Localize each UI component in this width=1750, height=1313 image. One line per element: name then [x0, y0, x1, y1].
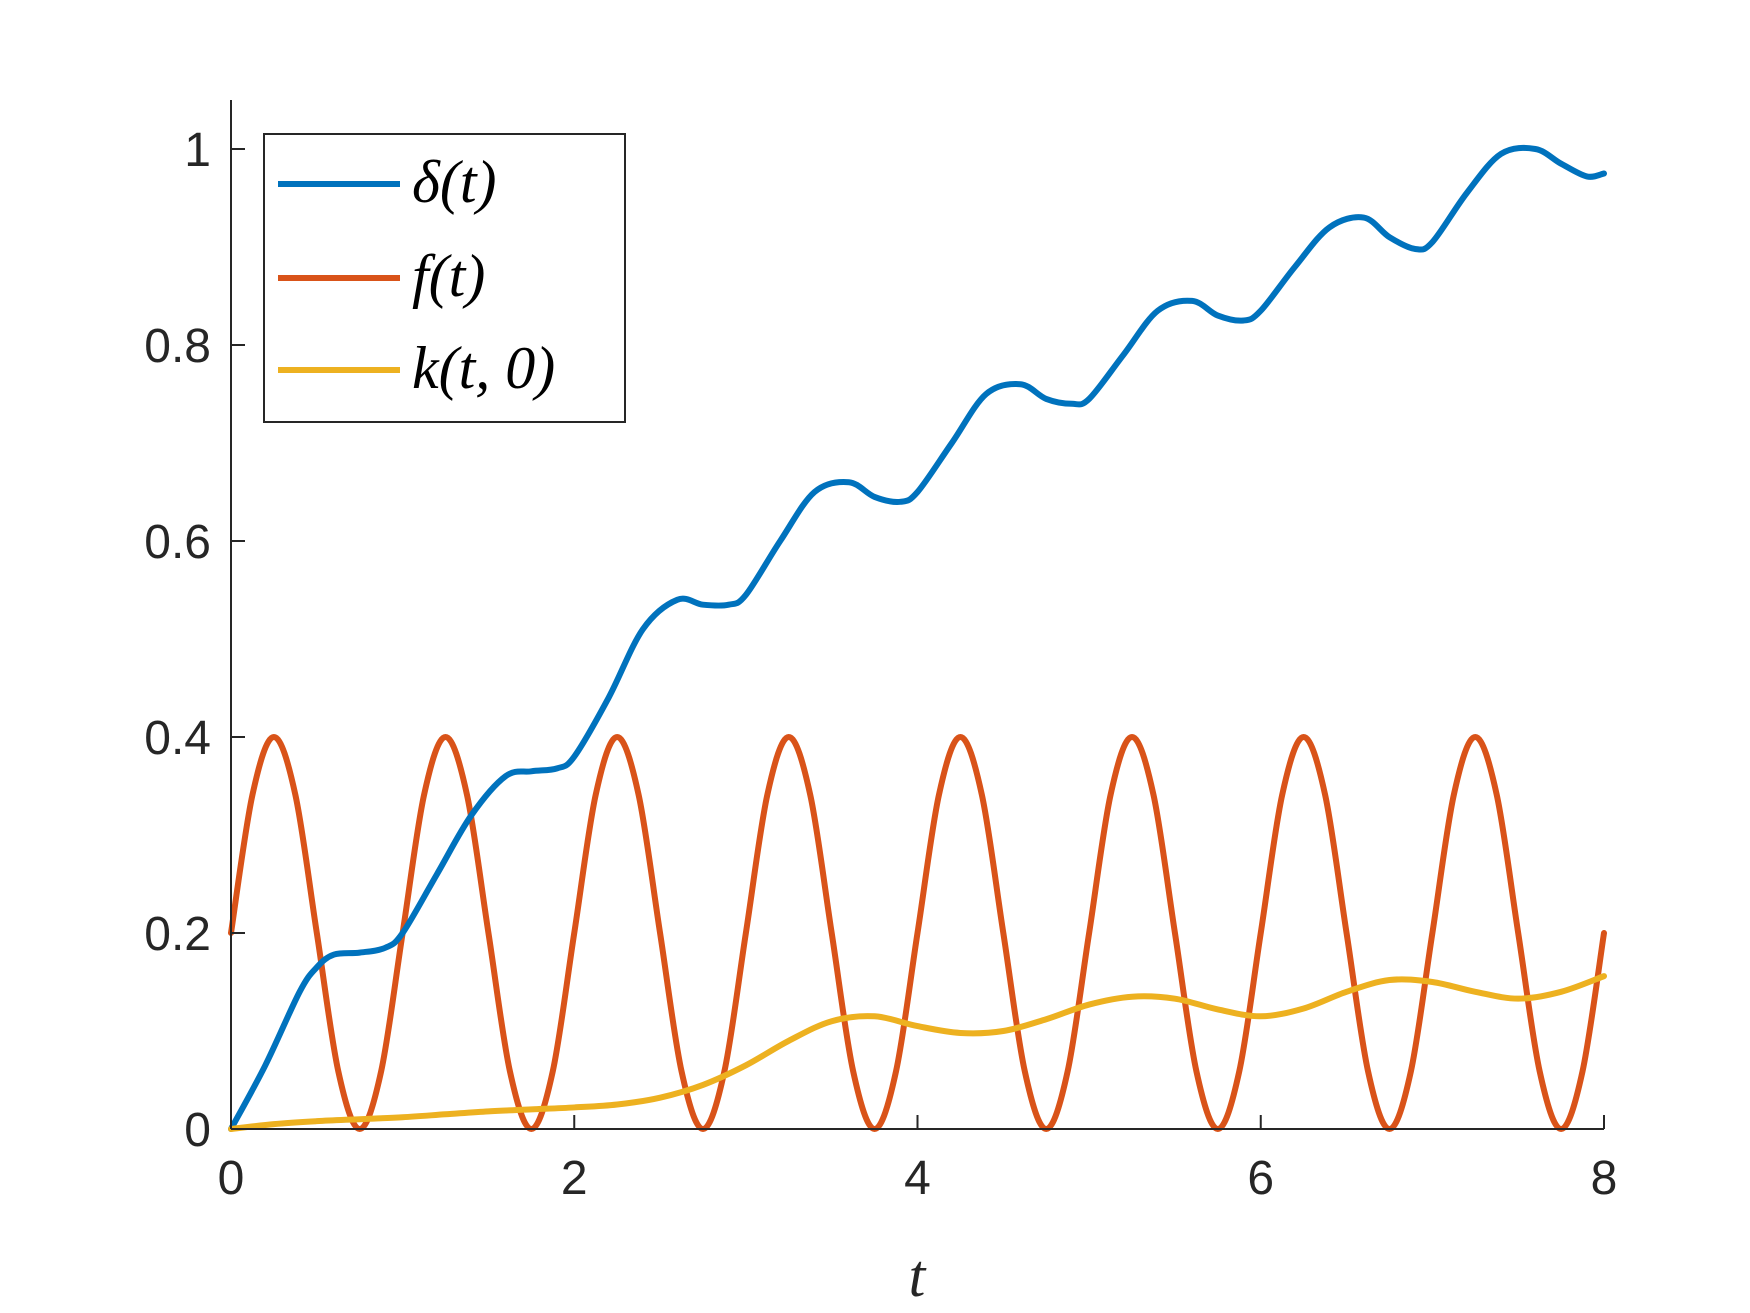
- legend-label-delta: δ(t): [412, 149, 497, 215]
- legend: δ(t) f(t) k(t, 0): [263, 133, 626, 423]
- y-tick-label: 0.6: [144, 516, 211, 569]
- y-tick-label: 0.2: [144, 908, 211, 961]
- x-tick-label: 8: [1591, 1152, 1618, 1205]
- series-line-delta: [228, 144, 1607, 1132]
- series-line-k: [228, 973, 1607, 1132]
- legend-label-k: k(t, 0): [412, 335, 555, 401]
- y-tick-label: 0.4: [144, 712, 211, 765]
- series-layer: [228, 144, 1607, 1132]
- series-line-f: [228, 734, 1607, 1132]
- x-tick-label: 6: [1247, 1152, 1274, 1205]
- y-tick-label: 0: [184, 1104, 211, 1157]
- y-tick-label: 0.8: [144, 320, 211, 373]
- x-tick-label: 2: [561, 1152, 588, 1205]
- x-tick-label: 4: [904, 1152, 931, 1205]
- legend-label-f: f(t): [412, 243, 485, 309]
- x-tick-label: 0: [218, 1152, 245, 1205]
- ticks-layer: 0 2 4 6 8 0 0.2 0.4 0.6 0.8 1: [144, 124, 1617, 1205]
- x-axis-title: t: [909, 1243, 927, 1309]
- y-tick-label: 1: [184, 124, 211, 177]
